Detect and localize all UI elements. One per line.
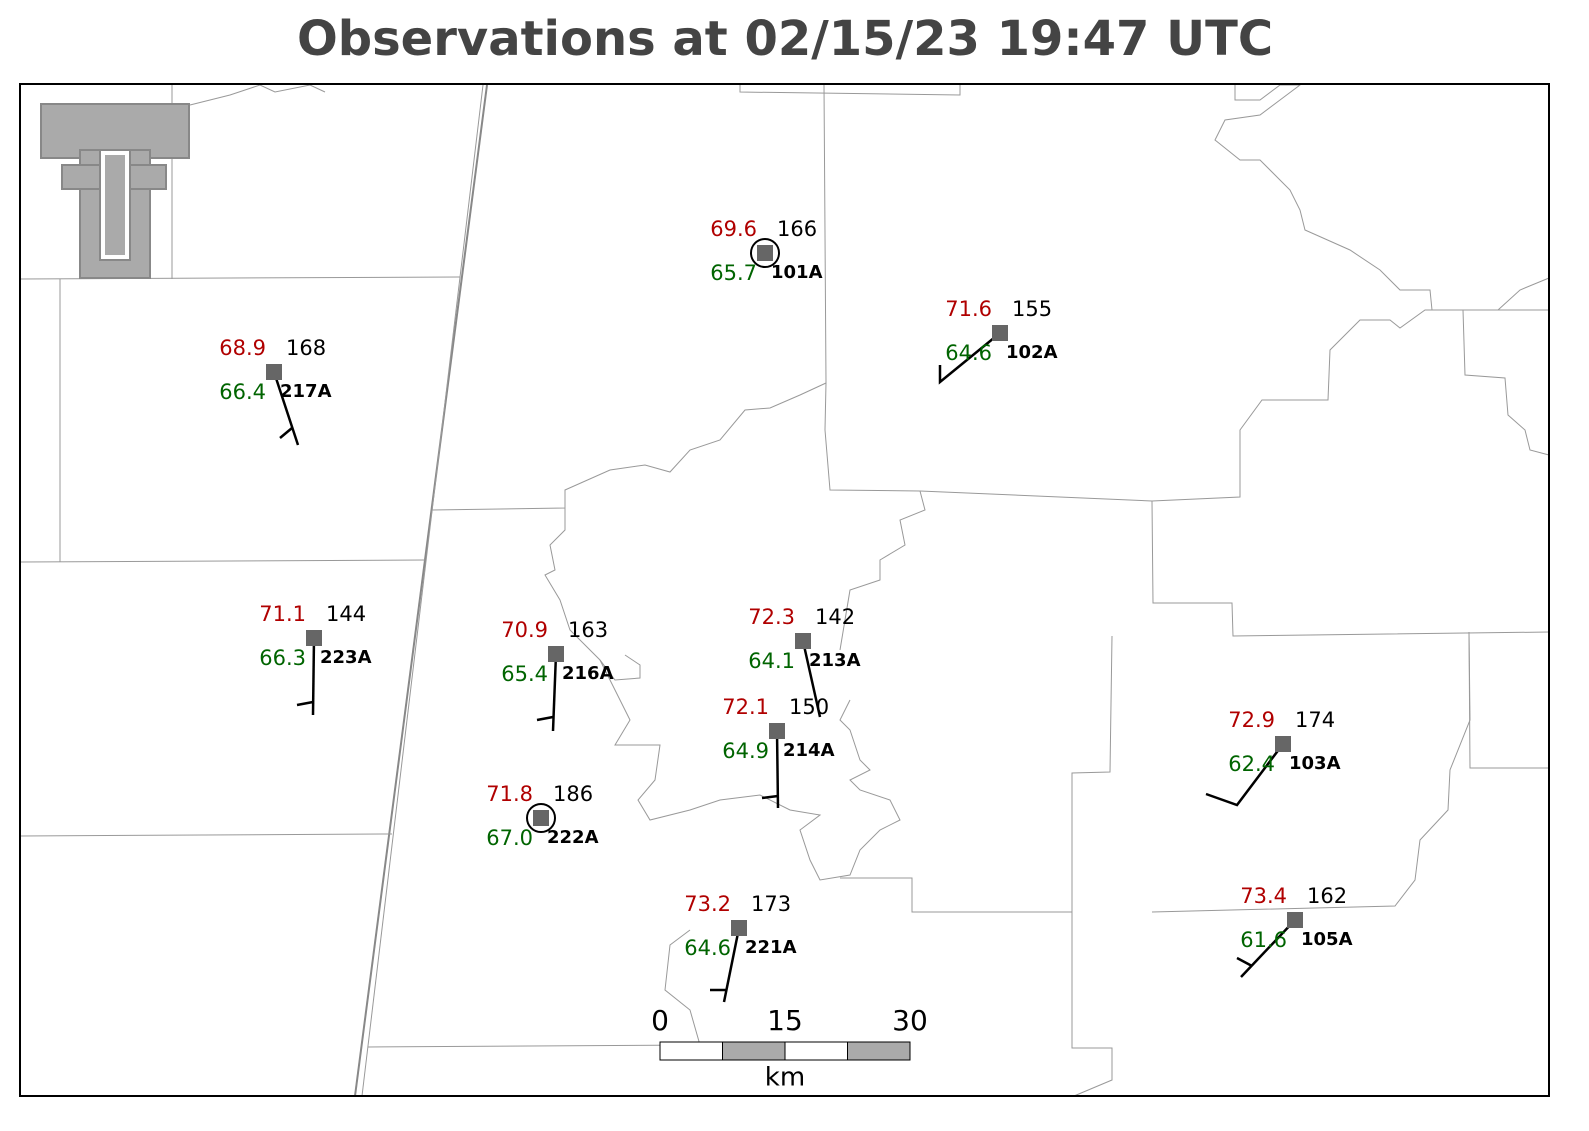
wind-barb (551, 653, 558, 732)
scale-label: 0 (651, 1004, 669, 1037)
temperature: 71.6 (945, 297, 992, 321)
temperature: 70.9 (501, 618, 548, 642)
temperature: 69.6 (710, 217, 757, 241)
station-id: 221A (745, 937, 797, 958)
logo (40, 103, 190, 279)
wind-barb (938, 332, 1001, 385)
wind-barb (1236, 956, 1253, 968)
wind-barb (761, 794, 779, 800)
station-id: 102A (1006, 342, 1058, 363)
wind-barb (1240, 919, 1296, 978)
stations: 69.6 166 65.7 101A 71.6 155 64.6 102A 68.9 168 66.… (219, 217, 1353, 1003)
calm-circle (526, 803, 556, 833)
pressure: 186 (553, 782, 593, 806)
temperature: 71.1 (259, 602, 306, 626)
station-id: 223A (320, 647, 372, 668)
temperature: 73.2 (684, 892, 731, 916)
station-id: 101A (771, 262, 823, 283)
dewpoint: 64.6 (945, 341, 992, 365)
title: Observations at 02/15/23 19:47 UTC (297, 11, 1273, 67)
station-marker (1275, 736, 1291, 752)
station-marker (795, 633, 811, 649)
station-id: 213A (809, 650, 861, 671)
pressure: 174 (1295, 708, 1335, 732)
pressure: 144 (326, 602, 366, 626)
wind-barb (296, 700, 314, 707)
dewpoint: 61.6 (1240, 928, 1287, 952)
wind-barb (272, 371, 300, 446)
temperature: 72.1 (722, 695, 769, 719)
calm-circle (750, 238, 780, 268)
scale-label: 15 (767, 1004, 803, 1037)
temperature: 71.8 (486, 782, 533, 806)
dewpoint: 67.0 (486, 826, 533, 850)
pressure: 168 (286, 336, 326, 360)
pressure: 173 (751, 892, 791, 916)
station-id: 103A (1289, 753, 1341, 774)
station-marker (992, 325, 1008, 341)
station-marker (306, 630, 322, 646)
temperature: 72.3 (748, 605, 795, 629)
map-frame (19, 83, 1550, 1097)
wind-barb (1205, 743, 1284, 807)
wind-barb (801, 640, 822, 718)
scale-unit: km (765, 1063, 805, 1093)
wind-barb (536, 715, 554, 722)
pressure: 155 (1012, 297, 1052, 321)
scale-bar: 0 15 30 km (651, 1004, 928, 1093)
pressure: 162 (1307, 884, 1347, 908)
station-marker (769, 723, 785, 739)
temperature: 73.4 (1240, 884, 1287, 908)
pressure: 142 (815, 605, 855, 629)
station-marker (1287, 912, 1303, 928)
temperature: 68.9 (219, 336, 266, 360)
dewpoint: 65.4 (501, 662, 548, 686)
station-marker (757, 245, 773, 261)
dewpoint: 64.6 (684, 936, 731, 960)
temperature: 72.9 (1228, 708, 1275, 732)
pressure: 150 (789, 695, 829, 719)
dewpoint: 66.4 (219, 380, 266, 404)
station-marker (731, 920, 747, 936)
wind-barb (279, 427, 293, 439)
pressure: 163 (568, 618, 608, 642)
scale-label: 30 (892, 1004, 928, 1037)
station-marker (548, 646, 564, 662)
station-id: 105A (1301, 929, 1353, 950)
pressure: 166 (777, 217, 817, 241)
dewpoint: 65.7 (710, 261, 757, 285)
dewpoint: 64.9 (722, 739, 769, 763)
station-id: 222A (547, 827, 599, 848)
station-id: 214A (783, 740, 835, 761)
station-marker (266, 364, 282, 380)
station-id: 217A (280, 381, 332, 402)
dewpoint: 62.4 (1228, 752, 1275, 776)
wind-barb (722, 927, 741, 1003)
dewpoint: 66.3 (259, 646, 306, 670)
dewpoint: 64.1 (748, 649, 795, 673)
station-marker (533, 810, 549, 826)
map-boundaries (19, 84, 1550, 1097)
wind-barb (311, 637, 316, 716)
station-id: 216A (562, 663, 614, 684)
